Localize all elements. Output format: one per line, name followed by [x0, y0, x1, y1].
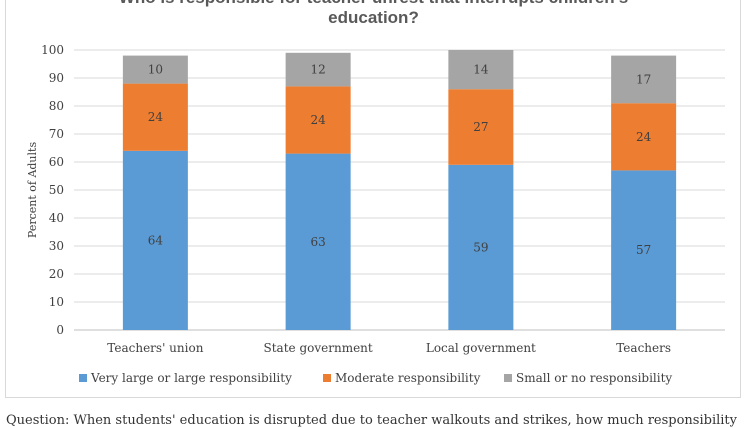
y-tick-label: 0 [56, 323, 64, 337]
legend-label: Moderate responsibility [335, 371, 481, 385]
bar-segment [122, 150, 188, 330]
legend-label: Very large or large responsibility [90, 371, 292, 385]
chart-title-line-2: education? [328, 8, 419, 27]
bar-segment [122, 55, 188, 84]
y-tick-label: 20 [49, 267, 64, 281]
y-tick-label: 50 [49, 183, 64, 197]
bar-segment [285, 52, 351, 87]
bar-segment [448, 89, 514, 165]
y-axis-label: Percent of Adults [26, 142, 39, 239]
y-tick-label: 60 [49, 155, 64, 169]
bar-segment [285, 153, 351, 330]
y-tick-label: 80 [49, 99, 64, 113]
data-label: 57 [636, 243, 651, 257]
data-label: 64 [148, 233, 164, 247]
data-label: 24 [636, 130, 652, 144]
bar-segment [448, 50, 514, 90]
y-tick-label: 90 [49, 71, 64, 85]
x-tick-label: Teachers' union [107, 341, 203, 355]
bar-segment [611, 103, 677, 171]
bar-segment [448, 164, 514, 330]
data-label: 24 [148, 110, 164, 124]
legend-swatch [323, 374, 331, 382]
bar-segment [611, 55, 677, 104]
bar-segment [122, 83, 188, 151]
chart-title-line-1: Who is responsible for teacher unrest th… [0, 0, 747, 8]
question-footnote: Question: When students' education is di… [6, 413, 737, 428]
y-tick-label: 40 [49, 211, 64, 225]
data-labels: 64 24 10 63 24 12 59 27 14 57 24 17 [148, 63, 652, 258]
data-label: 59 [473, 240, 488, 254]
data-label: 27 [473, 120, 488, 134]
data-label: 14 [473, 63, 489, 77]
bar-segment [285, 86, 351, 154]
legend-swatch [79, 374, 87, 382]
data-label: 24 [310, 113, 326, 127]
bars [122, 50, 677, 330]
legend-label: Small or no responsibility [516, 371, 672, 385]
y-tick-label: 70 [49, 127, 64, 141]
x-tick-label: Teachers [616, 341, 671, 355]
x-tick-label: Local government [426, 341, 536, 355]
legend: Very large or large responsibility Modera… [79, 371, 672, 385]
y-tick-label: 100 [41, 43, 64, 57]
data-label: 63 [310, 235, 325, 249]
y-tick-label: 30 [49, 239, 64, 253]
legend-swatch [504, 374, 512, 382]
data-label: 17 [636, 72, 651, 86]
chart-title: Who is responsible for teacher unrest th… [0, 0, 747, 28]
y-tick-label: 10 [49, 295, 64, 309]
data-label: 10 [148, 63, 163, 77]
bar-segment [611, 170, 677, 330]
x-axis-ticks: Teachers' union State government Local gov… [107, 341, 671, 355]
y-axis-ticks: 0 10 20 30 40 50 60 70 80 90 100 [41, 43, 64, 337]
stacked-bar-chart: 0 10 20 30 40 50 60 70 80 90 100 Percent of Adults… [26, 43, 725, 385]
x-tick-label: State government [264, 341, 373, 355]
data-label: 12 [310, 63, 325, 77]
